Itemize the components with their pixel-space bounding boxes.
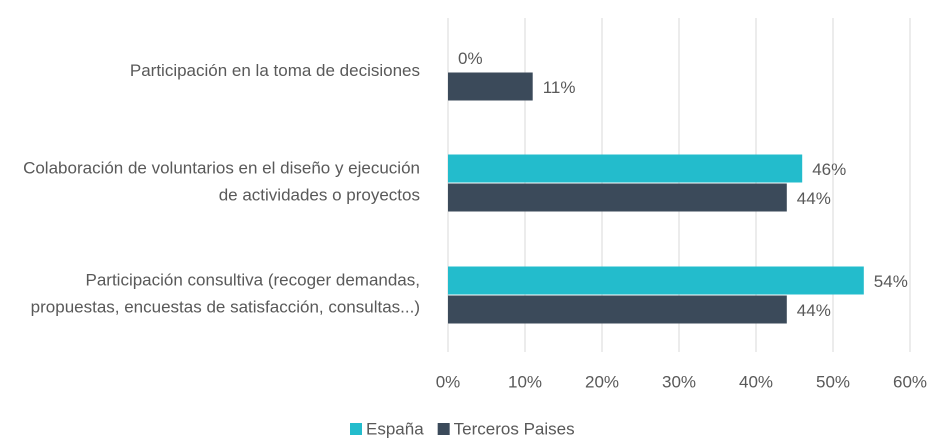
bar xyxy=(448,72,533,101)
value-label: 44% xyxy=(797,189,831,208)
x-tick-label: 10% xyxy=(508,372,542,391)
bar xyxy=(448,295,787,324)
category-label: Participación consultiva (recoger demand… xyxy=(31,271,420,317)
value-label: 11% xyxy=(543,78,576,97)
bar xyxy=(448,266,864,295)
legend-label: España xyxy=(366,419,424,438)
x-tick-label: 50% xyxy=(816,372,850,391)
value-label: 46% xyxy=(812,160,846,179)
value-label: 0% xyxy=(458,49,483,68)
legend-swatch xyxy=(350,423,362,435)
legend-swatch xyxy=(437,423,450,435)
value-label: 54% xyxy=(874,272,908,291)
x-tick-label: 0% xyxy=(436,372,461,391)
category-label: Participación en la toma de decisiones xyxy=(130,61,420,80)
x-tick-label: 60% xyxy=(893,372,927,391)
x-tick-label: 20% xyxy=(585,372,619,391)
bar xyxy=(448,183,787,212)
legend-label: Terceros Paises xyxy=(454,419,575,438)
bar xyxy=(448,154,803,183)
x-tick-label: 30% xyxy=(662,372,696,391)
value-label: 44% xyxy=(797,301,831,320)
category-label: Colaboración de voluntarios en el diseño… xyxy=(23,159,420,205)
x-tick-label: 40% xyxy=(739,372,773,391)
